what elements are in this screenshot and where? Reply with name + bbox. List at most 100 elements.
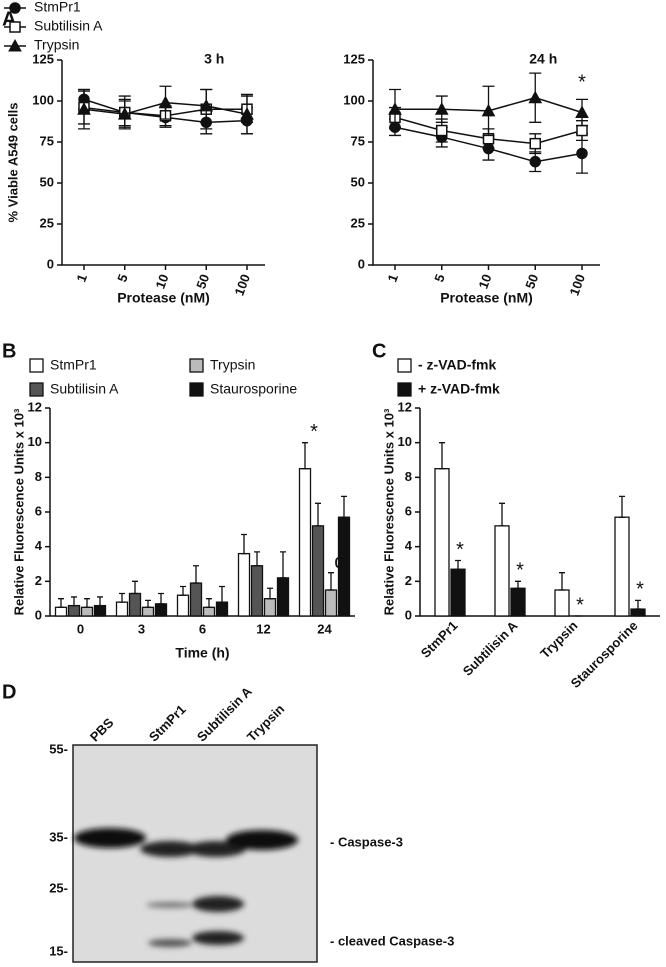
bar xyxy=(237,552,251,617)
bar xyxy=(450,568,466,617)
y-tick-label: 125 xyxy=(32,51,54,66)
band-label: - Caspase-3 xyxy=(330,834,403,849)
y-tick-label: 0 xyxy=(35,607,42,622)
marker xyxy=(240,107,254,120)
y-tick-label: 0 xyxy=(47,256,54,271)
annotation: * xyxy=(576,594,584,616)
marker xyxy=(434,102,449,115)
marker xyxy=(8,38,22,52)
y-tick-label: 4 xyxy=(405,538,413,553)
x-tick-label: 24 xyxy=(317,621,332,636)
y-tick-label: 12 xyxy=(398,399,412,414)
marker xyxy=(576,124,588,137)
error-bar xyxy=(119,592,125,603)
marker xyxy=(481,103,496,117)
y-tick-label: 75 xyxy=(40,133,54,148)
error-bar xyxy=(71,596,77,607)
panel-label: C xyxy=(372,340,386,362)
error-bar xyxy=(267,587,273,600)
axis xyxy=(61,60,265,266)
error-bar xyxy=(280,551,286,579)
bar xyxy=(311,525,325,617)
y-axis-label: % Viable A549 cells xyxy=(5,103,20,223)
marker xyxy=(199,98,214,112)
error-bar xyxy=(254,551,260,567)
x-tick-label: 6 xyxy=(199,621,206,636)
y-tick-label: 6 xyxy=(35,503,42,518)
blot-bands xyxy=(74,828,298,947)
error-bar xyxy=(158,592,164,605)
annotation: * xyxy=(578,72,586,94)
marker xyxy=(77,102,91,115)
y-tick-label: 8 xyxy=(405,469,412,484)
error-bar xyxy=(559,572,565,591)
bar xyxy=(263,598,277,617)
x-tick-label: 1 xyxy=(73,272,90,284)
bar xyxy=(176,594,190,617)
bar xyxy=(154,603,168,617)
x-tick-label: 50 xyxy=(193,272,212,291)
y-tick-label: 75 xyxy=(351,133,365,148)
lane-label: Trypsin xyxy=(244,701,287,744)
marker xyxy=(575,105,589,118)
x-tick-label: Trypsin xyxy=(537,618,580,661)
bar xyxy=(141,606,155,617)
legend-label: StmPr1 xyxy=(50,357,97,373)
error-bar xyxy=(455,559,461,570)
error-bar xyxy=(302,442,308,470)
axis xyxy=(372,60,600,266)
y-tick-label: 10 xyxy=(398,434,412,449)
bar xyxy=(202,606,216,617)
bar xyxy=(215,601,229,617)
annotation: * xyxy=(456,539,464,561)
x-tick-label: 100 xyxy=(232,272,254,298)
error-bar xyxy=(97,596,103,607)
x-tick-label: 5 xyxy=(431,272,448,284)
error-bar xyxy=(439,442,445,470)
marker xyxy=(388,102,402,115)
bar xyxy=(276,577,290,617)
y-tick-label: 0 xyxy=(358,256,365,271)
western-blot: PBS StmPr1 Subtilisin A Trypsin 55- 35- … xyxy=(49,683,454,963)
bar xyxy=(115,601,129,617)
error-bar xyxy=(58,598,64,608)
y-tick-label: 6 xyxy=(405,503,412,518)
marker xyxy=(9,21,21,33)
bar xyxy=(324,589,338,617)
error-bar xyxy=(241,533,247,555)
annotation: * xyxy=(516,560,524,582)
panel-label: D xyxy=(2,681,16,703)
bar xyxy=(554,589,570,617)
y-tick-label: 2 xyxy=(405,573,412,588)
x-tick-label: 1 xyxy=(384,272,401,284)
annotation: * xyxy=(636,579,644,601)
bar xyxy=(494,525,510,617)
y-tick-label: 25 xyxy=(351,215,365,230)
x-tick-label: StmPr1 xyxy=(418,618,461,661)
x-tick-label: 3 xyxy=(138,621,145,636)
legend-label: Subtilisin A xyxy=(50,381,119,397)
x-axis-label: Protease (nM) xyxy=(117,290,210,306)
legend-label: StmPr1 xyxy=(34,0,81,15)
bar xyxy=(189,582,203,617)
legend-swatch xyxy=(189,358,204,373)
y-tick-label: 50 xyxy=(351,174,365,189)
error-bar xyxy=(341,495,347,518)
bar xyxy=(67,604,81,617)
legend-swatch xyxy=(189,382,204,397)
x-tick-label: 10 xyxy=(153,272,172,291)
legend-swatch xyxy=(29,358,44,373)
y-tick-label: 8 xyxy=(35,469,42,484)
y-axis-label: Relative Fluorescence Units x 10³ xyxy=(381,408,396,615)
y-tick-label: 125 xyxy=(343,51,365,66)
y-tick-label: 100 xyxy=(343,92,365,107)
x-tick-label: 12 xyxy=(256,621,270,636)
marker xyxy=(576,147,588,160)
error-bar xyxy=(315,502,321,527)
marker xyxy=(9,2,21,14)
x-tick-label: 5 xyxy=(114,272,131,284)
legend-label: Subtilisin A xyxy=(34,18,103,34)
legend-label: + z-VAD-fmk xyxy=(418,381,500,397)
marker xyxy=(158,95,173,109)
